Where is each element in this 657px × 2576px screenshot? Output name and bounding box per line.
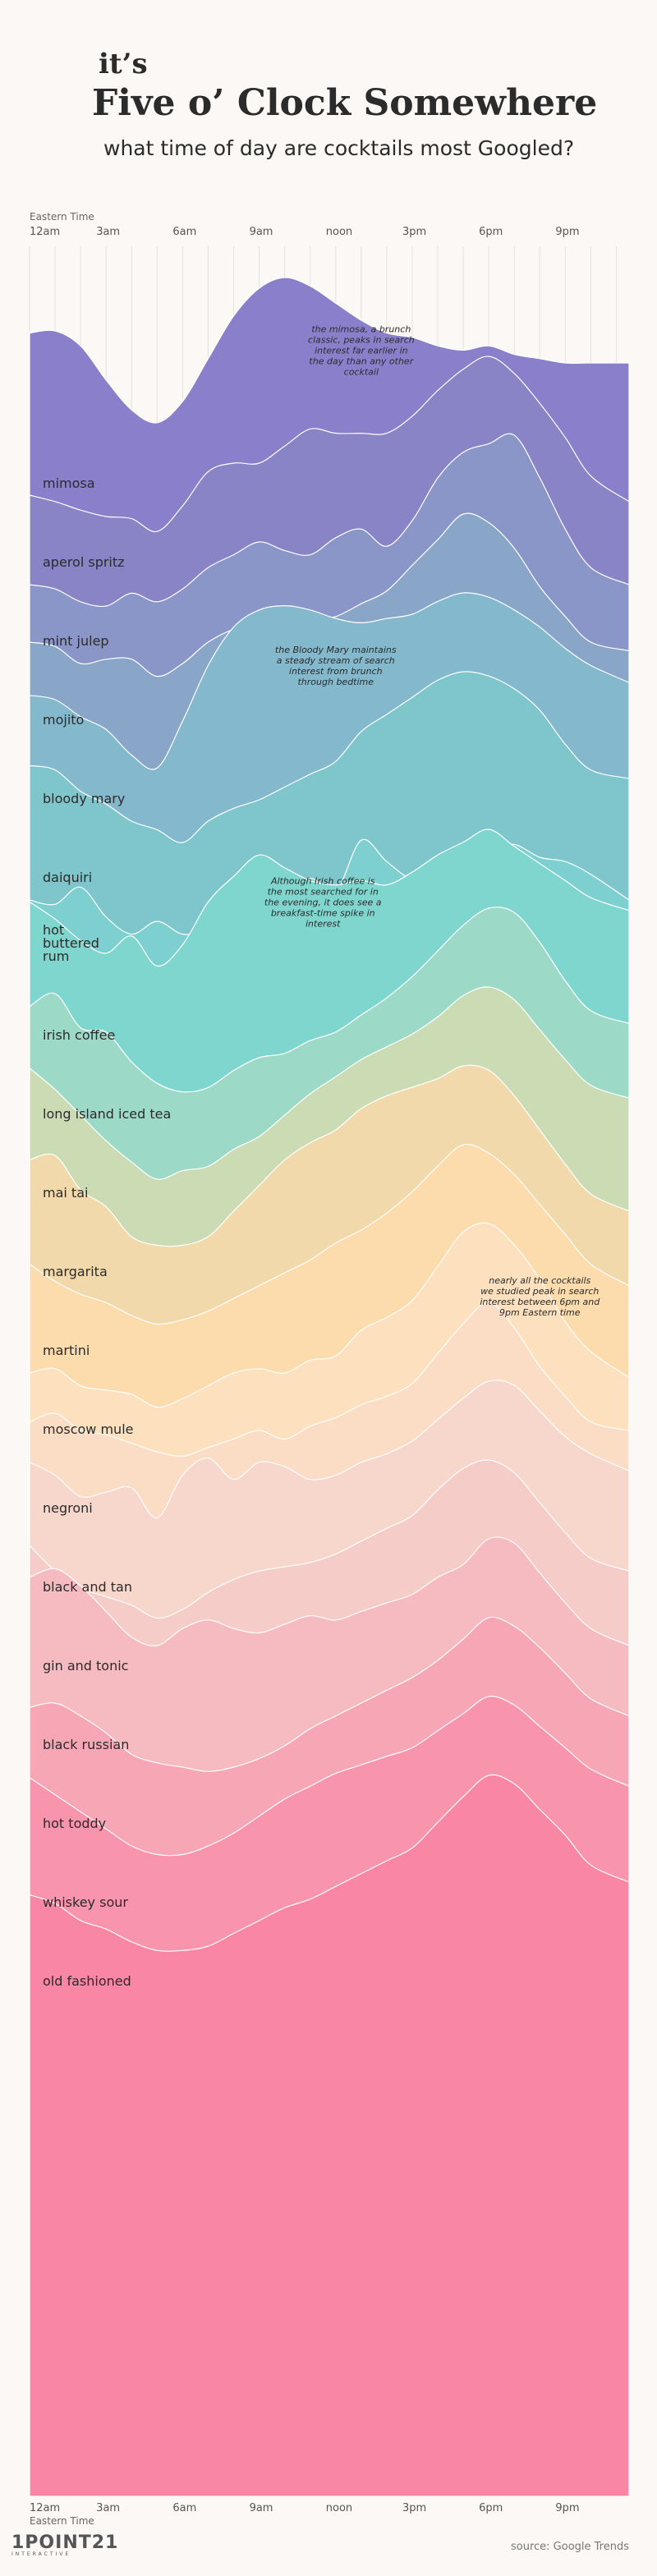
series-label: mint julep [43,633,109,649]
series-label: whiskey sour [43,1894,128,1910]
annotation-text: cocktail [344,366,379,377]
series-label: moscow mule [43,1421,133,1437]
x-tick-label: 9pm [555,226,579,238]
page-title: Five o’ Clock Somewhere [92,82,598,124]
x-tick-label: 6am [172,226,196,238]
annotation-text: we studied peak in search [480,1286,599,1297]
series-label: irish coffee [43,1027,115,1043]
series-label: hot toddy [43,1816,106,1831]
annotation-text: the mimosa, a brunch [311,324,411,334]
subtitle: what time of day are cocktails most Goog… [103,136,575,160]
logo-tagline: INTERACTIVE [11,2551,71,2557]
series-label: mimosa [43,475,95,491]
x-tick-label: 12am [30,226,60,238]
series-label: black russian [43,1737,129,1752]
x-tick-label: noon [326,226,352,238]
annotation-text: Although Irish coffee is [270,875,375,886]
x-tick-label: 9am [250,2502,273,2514]
source-note: source: Google Trends [510,2541,629,2553]
annotation-text: nearly all the cocktails [489,1275,590,1286]
x-axis: Eastern Time 12am 3am 6am 9am noon 3pm 6pm 9pm [30,211,580,238]
x-axis-label: Eastern Time [30,2515,94,2527]
series-label: mai tai [43,1185,88,1201]
x-tick-label: 3pm [402,226,426,238]
annotation-text: the day than any other [309,356,414,366]
logo-text: 1POINT21 [11,2532,119,2553]
annotation-text: the evening, it does see a [264,897,382,907]
x-axis-label: Eastern Time [30,211,94,223]
annotation-text: the Bloody Mary maintains [275,645,397,655]
annotation-text: breakfast-time spike in [271,907,375,918]
series-label: hot [43,922,64,938]
x-tick-label: 6pm [479,2502,503,2514]
annotation-text: interest far earlier in [315,345,408,356]
x-tick-label: 9am [250,226,273,238]
x-tick-label: 3am [96,2502,120,2514]
brand-logo: 1POINT21 INTERACTIVE [11,2532,118,2557]
series-label: margarita [43,1264,108,1279]
x-tick-label: 12am [30,2502,60,2514]
series-label: martini [43,1343,90,1358]
series-label: gin and tonic [43,1658,128,1674]
annotation-text: through bedtime [297,677,374,687]
series-layers [29,277,630,2497]
x-tick-label: 6am [172,2502,196,2514]
series-label: buttered [43,935,99,951]
ridge-area-old-fashioned [29,1774,630,2497]
series-label: black and tan [43,1579,132,1595]
series-label: mojito [43,712,84,728]
annotation-text: a steady stream of search [277,655,395,666]
x-tick-label: 3am [96,226,120,238]
series-label: negroni [43,1500,93,1516]
series-label: daiquiri [43,870,92,885]
annotation-text: 9pm Eastern time [499,1307,581,1318]
annotation-text: the most searched for in [268,886,379,897]
annotation-text: interest [306,918,341,929]
x-tick-label: 9pm [555,2502,579,2514]
annotation-text: classic, peaks in search [308,334,415,345]
series-label: bloody mary [43,791,125,806]
title-small: it’s [99,48,148,80]
annotation-text: interest from brunch [289,666,383,677]
series-label: long island iced tea [43,1106,171,1122]
series-label: old fashioned [43,1973,131,1989]
series-labels: mimosa aperol spritz mint julep mojito blood… [43,475,171,1989]
x-tick-label: 3pm [402,2502,426,2514]
x-tick-label: 6pm [479,226,503,238]
series-label: rum [43,948,69,964]
x-tick-label: noon [326,2502,352,2514]
annotation-text: interest between 6pm and [480,1297,600,1307]
series-label: aperol spritz [43,554,125,570]
